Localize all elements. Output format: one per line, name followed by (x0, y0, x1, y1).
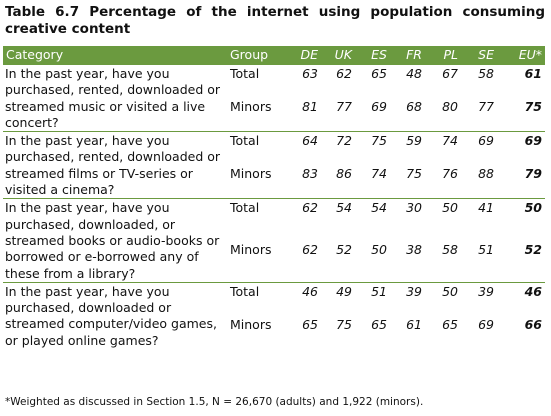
value-cell: 77 (478, 99, 494, 115)
value-cell: 51 (355, 281, 390, 317)
value-cell: 62 (321, 64, 355, 99)
value-cell: 62 (302, 241, 318, 257)
table-row: Minors 83 86 74 75 76 88 79 (3, 165, 545, 199)
group-cell: Minors (230, 317, 272, 333)
value-cell: 77 (336, 99, 352, 115)
value-cell: 72 (321, 131, 355, 166)
table-row: Minors 62 52 50 38 58 51 52 (3, 241, 545, 283)
value-cell: 51 (478, 241, 494, 257)
table-row: In the past year, have you purchased, do… (3, 281, 545, 350)
value-cell: 75 (406, 166, 422, 182)
value-cell: 38 (406, 241, 422, 257)
value-cell: 79 (524, 166, 542, 182)
value-cell: 58 (442, 241, 458, 257)
value-cell: 54 (321, 198, 355, 241)
value-cell: 61 (406, 317, 422, 333)
group-cell: Minors (230, 99, 272, 115)
value-cell: 50 (425, 281, 461, 317)
value-cell: 52 (524, 241, 542, 257)
footnote: *Weighted as discussed in Section 1.5, N… (5, 396, 424, 408)
value-cell: 58 (461, 64, 497, 99)
value-cell: 86 (336, 166, 352, 182)
column-header: FR (390, 46, 425, 65)
column-header: Category (3, 46, 227, 65)
value-cell: 69 (461, 131, 497, 166)
value-cell: 66 (524, 317, 542, 333)
value-cell: 69 (371, 99, 387, 115)
value-cell: 74 (425, 131, 461, 166)
value-cell: 54 (355, 198, 390, 241)
value-cell: 59 (390, 131, 425, 166)
category-cell: In the past year, have you purchased, re… (3, 131, 227, 199)
table-row: Minors 81 77 69 68 80 77 75 (3, 98, 545, 132)
category-cell: In the past year, have you purchased, do… (3, 198, 227, 283)
table-row: In the past year, have you purchased, re… (3, 63, 545, 132)
table-body: In the past year, have you purchased, re… (3, 63, 545, 350)
column-header: DE (287, 46, 321, 65)
group-cell: Minors (230, 241, 272, 257)
value-cell: 50 (371, 241, 387, 257)
category-cell: In the past year, have you purchased, do… (3, 281, 227, 350)
value-cell: 69 (497, 131, 545, 166)
value-cell: 39 (461, 281, 497, 317)
column-header: SE (461, 46, 497, 65)
column-header: ES (355, 46, 390, 65)
group-cell: Total (227, 198, 287, 241)
value-cell: 63 (287, 64, 321, 99)
column-header: EU* (497, 46, 545, 65)
group-cell: Total (227, 64, 287, 99)
value-cell: 46 (497, 281, 545, 317)
value-cell: 61 (497, 64, 545, 99)
data-table: Category Group DE UK ES FR PL SE EU* In the past… (3, 46, 545, 350)
value-cell: 65 (355, 64, 390, 99)
table-row: In the past year, have you purchased, do… (3, 198, 545, 283)
table-row: Minors 65 75 65 61 65 69 66 (3, 316, 545, 349)
value-cell: 74 (371, 166, 387, 182)
value-cell: 80 (442, 99, 458, 115)
group-cell: Total (227, 131, 287, 166)
value-cell: 65 (302, 317, 318, 333)
group-cell: Total (227, 281, 287, 317)
column-header: UK (321, 46, 355, 65)
value-cell: 75 (336, 317, 352, 333)
value-cell: 75 (355, 131, 390, 166)
value-cell: 50 (497, 198, 545, 241)
value-cell: 50 (425, 198, 461, 241)
table-row: In the past year, have you purchased, re… (3, 131, 545, 199)
value-cell: 52 (336, 241, 352, 257)
value-cell: 39 (390, 281, 425, 317)
table-title: Table 6.7 Percentage of the internet usi… (5, 4, 545, 37)
value-cell: 67 (425, 64, 461, 99)
value-cell: 65 (442, 317, 458, 333)
value-cell: 83 (302, 166, 318, 182)
value-cell: 75 (524, 99, 542, 115)
value-cell: 46 (287, 281, 321, 317)
column-header: PL (425, 46, 461, 65)
group-cell: Minors (230, 166, 272, 182)
header-row: Category Group DE UK ES FR PL SE EU* (3, 46, 545, 65)
category-cell: In the past year, have you purchased, re… (3, 63, 227, 132)
value-cell: 41 (461, 198, 497, 241)
value-cell: 81 (302, 99, 318, 115)
value-cell: 49 (321, 281, 355, 317)
value-cell: 76 (442, 166, 458, 182)
value-cell: 30 (390, 198, 425, 241)
value-cell: 48 (390, 64, 425, 99)
value-cell: 88 (478, 166, 494, 182)
column-header: Group (227, 46, 287, 65)
value-cell: 64 (287, 131, 321, 166)
value-cell: 68 (406, 99, 422, 115)
value-cell: 62 (287, 198, 321, 241)
value-cell: 69 (478, 317, 494, 333)
value-cell: 65 (371, 317, 387, 333)
